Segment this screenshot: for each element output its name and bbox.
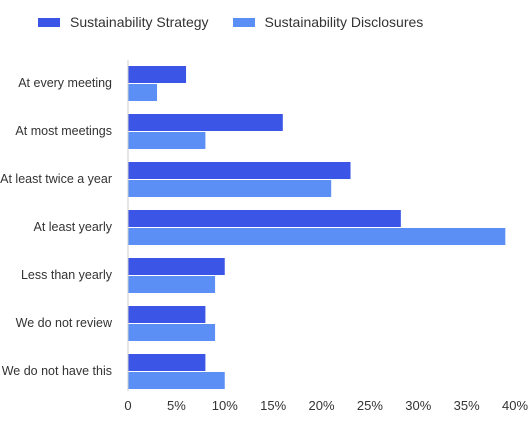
category-label-at-least-yearly: At least yearly (33, 220, 112, 234)
category-label-we-do-not-review: We do not review (16, 316, 113, 330)
x-tick-label-7: 35% (454, 398, 480, 413)
category-label-at-least-twice-a-year: At least twice a year (0, 172, 112, 186)
bar-sustainability-disclosures-we-do-not-have-this[interactable] (128, 372, 225, 389)
category-label-at-every-meeting: At every meeting (18, 76, 112, 90)
category-label-less-than-yearly: Less than yearly (21, 268, 113, 282)
legend-item-strategy[interactable]: Sustainability Strategy (38, 14, 209, 30)
legend-swatch-strategy (38, 17, 60, 27)
bar-sustainability-strategy-at-every-meeting[interactable] (128, 66, 187, 83)
x-tick-label-0: 0 (124, 398, 131, 413)
category-label-we-do-not-have-this: We do not have this (2, 364, 112, 378)
bar-sustainability-strategy-at-least-yearly[interactable] (128, 210, 401, 227)
x-tick-label-8: 40% (502, 398, 528, 413)
bar-sustainability-disclosures-at-least-twice-a-year[interactable] (128, 180, 332, 197)
category-label-at-most-meetings: At most meetings (15, 124, 112, 138)
bar-sustainability-disclosures-at-most-meetings[interactable] (128, 132, 206, 149)
x-tick-label-1: 5% (167, 398, 186, 413)
x-tick-label-6: 30% (405, 398, 431, 413)
bar-sustainability-disclosures-at-every-meeting[interactable] (128, 84, 158, 101)
bar-sustainability-disclosures-at-least-yearly[interactable] (128, 228, 506, 245)
bar-sustainability-strategy-less-than-yearly[interactable] (128, 258, 225, 275)
bar-sustainability-strategy-we-do-not-have-this[interactable] (128, 354, 206, 371)
bar-sustainability-disclosures-we-do-not-review[interactable] (128, 324, 216, 341)
legend-item-disclosures[interactable]: Sustainability Disclosures (232, 14, 424, 30)
x-tick-label-3: 15% (260, 398, 286, 413)
bar-sustainability-strategy-at-most-meetings[interactable] (128, 114, 283, 131)
bar-sustainability-disclosures-less-than-yearly[interactable] (128, 276, 216, 293)
x-tick-label-4: 20% (308, 398, 334, 413)
bar-sustainability-strategy-we-do-not-review[interactable] (128, 306, 206, 323)
legend-label-strategy: Sustainability Strategy (70, 14, 209, 30)
legend-swatch-disclosures (232, 17, 255, 27)
bar-sustainability-strategy-at-least-twice-a-year[interactable] (128, 162, 351, 179)
x-tick-label-2: 10% (212, 398, 238, 413)
legend-label-disclosures: Sustainability Disclosures (264, 14, 424, 30)
x-tick-label-5: 25% (357, 398, 383, 413)
chart-legend: Sustainability Strategy Sustainability D… (38, 14, 447, 30)
